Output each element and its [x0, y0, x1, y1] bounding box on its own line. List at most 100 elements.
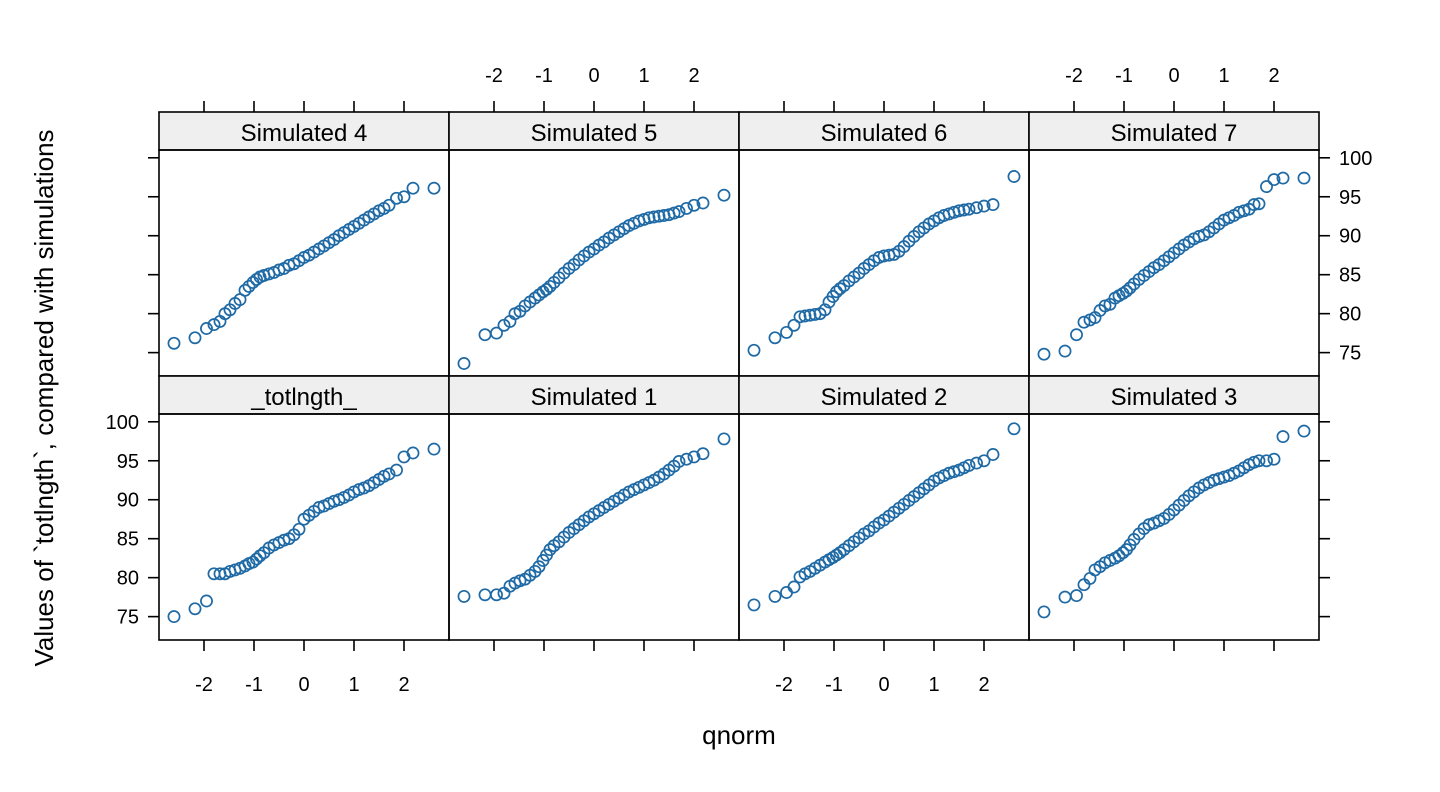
data-point: [1260, 180, 1273, 194]
data-point: [250, 272, 263, 286]
data-point: [768, 589, 782, 603]
panel-strip-label: Simulated 6: [821, 120, 948, 147]
y-axis-title: Values of `totlngth`, compared with simu…: [29, 129, 59, 666]
data-point: [497, 586, 511, 600]
data-point: [717, 432, 731, 446]
data-point: [787, 318, 801, 332]
data-point: [246, 555, 260, 569]
data-point: [200, 322, 213, 335]
data-point: [798, 309, 812, 323]
x-tick-label-bottom: 0: [298, 674, 309, 696]
panel: Simulated 4: [158, 111, 450, 377]
data-point: [642, 211, 656, 225]
panel: Simulated 7: [1028, 111, 1320, 377]
data-point: [787, 580, 801, 594]
panel: Simulated 3: [1028, 375, 1320, 641]
data-point: [250, 552, 263, 566]
panel-strip-label: Simulated 4: [241, 120, 368, 147]
y-tick-label-right: 100: [1339, 148, 1372, 170]
data-point: [962, 202, 976, 216]
panel-strip-label: Simulated 5: [531, 120, 658, 147]
data-point: [977, 454, 991, 468]
data-point: [397, 190, 411, 204]
x-tick-label-top: 0: [588, 65, 599, 87]
data-point: [1247, 455, 1261, 469]
x-tick-label-top: 2: [1268, 65, 1279, 87]
data-point: [253, 549, 267, 563]
data-point: [292, 522, 306, 536]
panel: Simulated 1: [448, 375, 740, 641]
data-point: [188, 331, 202, 345]
y-tick-label-left: 85: [117, 529, 139, 551]
data-point: [207, 318, 221, 332]
data-point: [747, 343, 761, 357]
panel: _totlngth_: [158, 375, 450, 641]
y-tick-label-left: 90: [117, 490, 139, 512]
data-point: [667, 206, 681, 220]
y-tick-label-left: 75: [117, 607, 139, 629]
panel-strip-label: _totlngth_: [250, 384, 357, 411]
data-point: [986, 198, 1000, 212]
data-point: [543, 543, 557, 557]
axes-layer: -2 -1 0 1 2 -2 -1 0 1 2 -2 -1 0 1 2 -2 -1 0 1 2 75 75 80 80 85 85…: [106, 65, 1373, 696]
data-point: [406, 181, 420, 195]
data-point: [188, 602, 202, 616]
data-point: [1058, 344, 1072, 358]
data-point: [1276, 171, 1290, 185]
x-tick-label-bottom: -1: [825, 674, 843, 696]
data-point: [1247, 198, 1261, 212]
x-tick-label-bottom: 1: [348, 674, 359, 696]
data-point: [382, 467, 396, 481]
data-point: [717, 188, 731, 202]
data-point: [1058, 590, 1072, 604]
data-point: [1116, 546, 1130, 560]
data-point: [478, 328, 492, 342]
data-point: [962, 458, 976, 472]
x-tick-label-top: 2: [688, 65, 699, 87]
panel: Simulated 5: [448, 111, 740, 377]
data-point: [672, 205, 686, 219]
data-point: [540, 283, 553, 296]
data-point: [780, 325, 793, 339]
x-axis-title: qnorm: [702, 720, 776, 750]
panel-strip-label: Simulated 2: [821, 384, 948, 411]
x-tick-label-top: -1: [535, 65, 553, 87]
x-tick-label-top: 1: [1218, 65, 1229, 87]
data-point: [406, 446, 420, 460]
x-tick-label-bottom: 1: [928, 674, 939, 696]
data-point: [833, 282, 847, 296]
data-point: [986, 448, 1000, 461]
panel-frame: [1028, 413, 1320, 641]
x-tick-label-top: 1: [638, 65, 649, 87]
panel-strip: [448, 375, 740, 415]
data-point: [680, 201, 693, 215]
data-point: [390, 191, 403, 205]
data-point: [1252, 454, 1266, 468]
data-point: [793, 310, 807, 324]
data-point: [242, 279, 256, 293]
panel: Simulated 6: [738, 111, 1030, 377]
y-tick-label-left: 95: [117, 451, 139, 473]
data-point: [680, 452, 693, 466]
data-point: [1123, 281, 1137, 295]
data-point: [490, 326, 503, 340]
data-point: [696, 447, 710, 461]
data-point: [952, 204, 966, 218]
x-tick-label-bottom: -2: [775, 674, 793, 696]
data-point: [687, 198, 701, 212]
data-point: [457, 589, 471, 603]
data-point: [647, 210, 661, 224]
data-point: [977, 199, 991, 213]
data-point: [427, 442, 441, 456]
x-tick-label-top: -2: [485, 65, 503, 87]
data-point: [803, 308, 817, 322]
data-point: [1007, 422, 1021, 436]
x-tick-label-bottom: -1: [245, 674, 263, 696]
data-point: [1252, 197, 1266, 211]
y-tick-label-left: 100: [106, 412, 139, 434]
panel-frame: [738, 149, 1030, 377]
data-point: [830, 285, 843, 299]
data-point: [652, 209, 666, 223]
x-tick-label-top: 0: [1168, 65, 1179, 87]
